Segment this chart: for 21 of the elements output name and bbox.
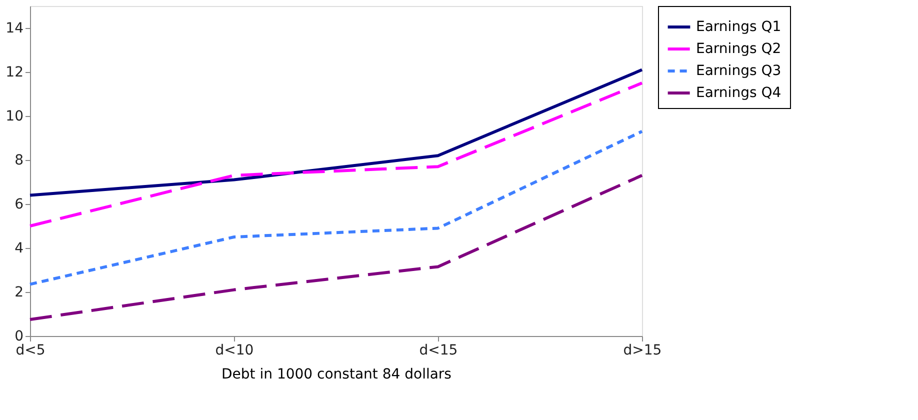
line-series: [28, 174, 644, 321]
y-tick-label: 0: [14, 328, 24, 344]
y-tick-label: 6: [14, 196, 24, 212]
legend-label: Earnings Q1: [696, 19, 782, 35]
y-tick-label: 14: [6, 20, 24, 36]
x-tick-label: d<5: [16, 342, 46, 358]
y-tick-label: 10: [6, 108, 24, 124]
legend-label: Earnings Q2: [696, 41, 782, 57]
x-tick-label: d<15: [419, 342, 458, 358]
y-tick-label: 2: [14, 284, 24, 300]
line-series: [28, 130, 644, 286]
x-tick-label: d<10: [215, 342, 254, 358]
x-tick-label: d>15: [623, 342, 662, 358]
legend-label: Earnings Q4: [696, 85, 782, 101]
y-tick-label: 8: [14, 152, 24, 168]
line-series: [28, 82, 644, 228]
legend-label: Earnings Q3: [696, 63, 782, 79]
y-tick-label: 4: [14, 240, 24, 256]
y-tick-label: 12: [6, 64, 24, 80]
x-axis-title: Debt in 1000 constant 84 dollars: [222, 366, 452, 382]
line-series: [28, 68, 644, 197]
